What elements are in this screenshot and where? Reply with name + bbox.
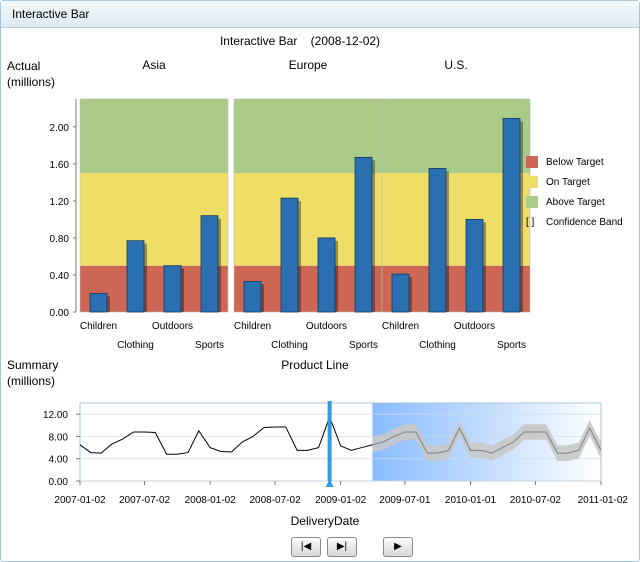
x-tick-label: 2008-07-02	[249, 495, 301, 506]
panel-header-asia: Asia	[142, 58, 166, 72]
bar	[89, 293, 108, 313]
y-tick-label: 8.00	[49, 432, 69, 443]
legend-label-above-target: Above Target	[546, 196, 605, 208]
x-category-label: Clothing	[419, 340, 456, 351]
x-tick-label: 2010-07-02	[510, 495, 562, 506]
legend-label-below-target: Below Target	[546, 156, 604, 168]
bar	[428, 168, 447, 313]
actual-line	[79, 415, 373, 455]
panel-header-europe: Europe	[288, 58, 328, 72]
bar	[502, 118, 521, 313]
y-tick-label: 0.40	[50, 271, 70, 282]
legend: Below Target On Target Above Target [ ] …	[526, 152, 623, 232]
summary-x-axis-title: DeliveryDate	[290, 514, 360, 528]
y-tick-label: 1.60	[50, 160, 70, 171]
y-tick-label: 0.80	[50, 234, 70, 245]
legend-label-on-target: On Target	[546, 176, 590, 188]
play-button[interactable]: ▶	[383, 537, 413, 557]
bar-chart: 0.000.400.801.201.602.00ChildrenClothing…	[50, 98, 531, 351]
summary-line-chart[interactable]: 0.00 4.00 8.00 12.00 2007-01-02 2007-07-02 200…	[0, 380, 640, 520]
legend-item-on-target[interactable]: On Target	[526, 172, 623, 192]
bar	[465, 218, 484, 313]
chart-title: Interactive Bar (2008-12-02)	[0, 34, 600, 48]
x-category-label: Clothing	[271, 340, 308, 351]
x-category-label: Children	[382, 321, 419, 332]
forecast-region	[372, 403, 601, 481]
x-category-label: Children	[80, 321, 117, 332]
summary-y-axis-title: Summary (millions)	[7, 357, 58, 389]
play-icon: ▶	[394, 541, 402, 552]
y-tick-label: 0.00	[50, 308, 70, 319]
go-to-first-button[interactable]: |◀	[291, 537, 321, 557]
main-y-axis-title: Actual (millions)	[7, 58, 55, 90]
y-tick-label: 12.00	[43, 410, 68, 421]
x-tick-label: 2009-07-01	[379, 495, 431, 506]
x-category-label: Outdoors	[152, 321, 193, 332]
main-y-axis-title-line1: Actual	[7, 59, 41, 73]
bar	[280, 197, 299, 313]
skip-to-start-icon: |◀	[300, 541, 312, 552]
bar	[126, 240, 145, 313]
bar	[354, 156, 373, 313]
bar	[163, 265, 182, 313]
x-tick-label: 2011-01-02	[578, 495, 629, 506]
legend-item-confidence-band[interactable]: [ ] Confidence Band	[526, 212, 623, 232]
x-tick-label: 2008-01-02	[185, 495, 237, 506]
confidence-band	[372, 420, 601, 461]
summary-title: Product Line	[281, 358, 349, 372]
y-tick-label: 1.20	[50, 197, 70, 208]
current-date-marker-handle	[325, 479, 334, 487]
bar	[243, 281, 262, 313]
x-category-label: Sports	[497, 340, 526, 351]
band-above-target	[80, 99, 228, 174]
summary-y-axis-title-line1: Summary	[7, 358, 59, 372]
window-title: Interactive Bar	[12, 7, 90, 21]
bar	[200, 215, 219, 313]
x-category-label: Sports	[195, 340, 224, 351]
panel-frame	[79, 98, 229, 313]
x-tick-label: 2009-01-02	[315, 495, 367, 506]
chart-title-text: Interactive Bar	[219, 34, 298, 48]
legend-item-above-target[interactable]: Above Target	[526, 192, 623, 212]
x-category-label: Sports	[349, 340, 378, 351]
legend-item-below-target[interactable]: Below Target	[526, 152, 623, 172]
y-tick-label: 0.00	[49, 477, 69, 488]
main-y-axis-title-line2: (millions)	[7, 75, 55, 89]
chart-title-date: (2008-12-02)	[310, 34, 381, 48]
window-titlebar: Interactive Bar	[1, 1, 639, 28]
confidence-band-bracket-icon: [ ]	[526, 216, 535, 228]
skip-to-end-icon: ▶|	[336, 541, 348, 552]
y-tick-label: 4.00	[49, 455, 69, 466]
summary-y-axis-title-line2: (millions)	[7, 374, 55, 388]
x-category-label: Outdoors	[306, 321, 347, 332]
y-tick-label: 2.00	[50, 123, 70, 134]
x-category-label: Children	[234, 321, 271, 332]
legend-swatch-below-target	[526, 156, 538, 168]
legend-swatch-above-target	[526, 196, 538, 208]
panel-header-us: U.S.	[444, 58, 468, 72]
x-category-label: Outdoors	[454, 321, 495, 332]
legend-label-confidence-band: Confidence Band	[546, 216, 623, 228]
x-tick-label: 2007-07-02	[119, 495, 171, 506]
x-tick-label: 2010-01-01	[445, 495, 497, 506]
x-tick-label: 2007-01-02	[54, 495, 106, 506]
go-to-last-button[interactable]: ▶|	[327, 537, 357, 557]
x-category-label: Clothing	[117, 340, 154, 351]
bar	[317, 237, 336, 313]
bar	[391, 273, 410, 313]
forecast-line	[372, 426, 602, 454]
legend-swatch-on-target	[526, 176, 538, 188]
